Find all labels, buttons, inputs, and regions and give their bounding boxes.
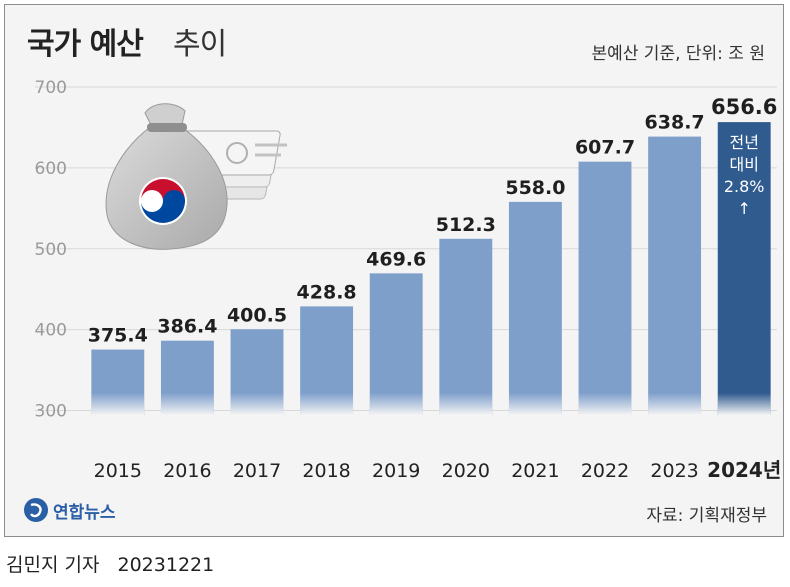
money-bag-icon: [105, 103, 228, 250]
data-label: 400.5: [227, 304, 287, 326]
y-tick-label: 500: [35, 240, 67, 260]
data-label: 607.7: [575, 137, 635, 159]
bar: [717, 122, 771, 415]
bar-fade: [300, 393, 354, 415]
x-tick-label: 2020: [442, 460, 490, 482]
x-tick-label: 2021: [511, 460, 559, 482]
data-label: 558.0: [505, 177, 565, 199]
bar-annotation: ↑: [737, 199, 750, 218]
logo-text: 연합뉴스: [53, 502, 116, 523]
y-tick-label: 600: [35, 159, 67, 179]
data-label: 469.6: [366, 248, 426, 270]
bar: [648, 136, 702, 415]
bar-fade: [508, 393, 562, 415]
yonhap-logo-icon: [24, 498, 48, 522]
x-tick-label: 2024년: [707, 458, 781, 482]
source-note: 자료: 기획재정부: [646, 506, 767, 526]
money-bag-illustration: [105, 103, 287, 250]
data-label: 512.3: [436, 214, 496, 236]
data-label: 386.4: [157, 316, 217, 338]
bar-annotation: 2.8%: [724, 177, 765, 196]
bar-fade: [717, 393, 771, 415]
publish-date: 20231221: [117, 554, 215, 576]
bar-fade: [160, 393, 214, 415]
y-tick-label: 400: [35, 321, 67, 341]
x-tick-label: 2019: [372, 460, 420, 482]
data-label: 375.4: [88, 325, 148, 347]
reporter-name: 김민지 기자: [6, 554, 100, 576]
data-label: 656.6: [711, 95, 777, 119]
byline: 김민지 기자 20231221: [6, 550, 226, 577]
yonhap-logo: 연합뉴스: [23, 497, 116, 523]
bar-annotation: 전년: [729, 133, 758, 152]
chart-title-suffix: 추이: [173, 27, 227, 62]
data-label: 428.8: [297, 281, 357, 303]
data-label: 638.7: [645, 112, 705, 134]
bar-fade: [648, 393, 702, 415]
bar-fade: [439, 393, 493, 415]
bar: [578, 161, 632, 415]
bar-annotation: 대비: [729, 155, 758, 174]
x-tick-label: 2023: [650, 460, 698, 482]
x-tick-label: 2017: [233, 460, 281, 482]
bar: [508, 201, 562, 415]
bar-fade: [578, 393, 632, 415]
x-tick-label: 2022: [581, 460, 629, 482]
bar-fade: [91, 393, 145, 415]
unit-note: 본예산 기준, 단위: 조 원: [591, 44, 765, 64]
bar: [369, 273, 423, 415]
bar: [439, 238, 493, 415]
bar-chart: 700 600 500 400 300 375.4 2015 386.4 2016 400.5 2…: [35, 78, 782, 482]
x-tick-label: 2015: [94, 460, 142, 482]
chart-title: 국가 예산: [27, 27, 144, 62]
y-tick-label: 700: [35, 78, 67, 98]
y-tick-label: 300: [35, 402, 67, 422]
bar-fade: [369, 393, 423, 415]
x-tick-label: 2018: [302, 460, 350, 482]
bar-fade: [230, 393, 284, 415]
chart-frame: 국가 예산 추이 본예산 기준, 단위: 조 원 700 600 500 400 300: [4, 4, 784, 537]
x-tick-label: 2016: [163, 460, 211, 482]
